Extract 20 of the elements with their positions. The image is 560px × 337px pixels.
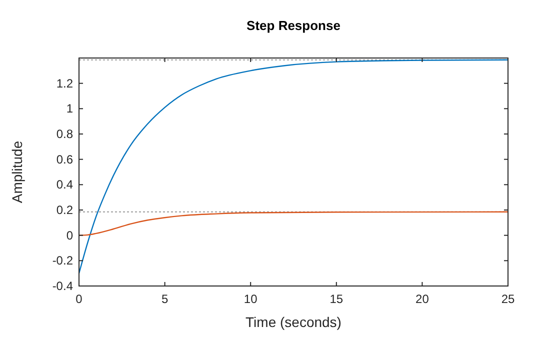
line-series [78,211,509,236]
y-tick-label: 1 [66,102,74,116]
chart-title: Step Response [246,18,340,33]
line-series [78,59,509,274]
y-tick-label: 1.2 [56,76,74,90]
y-tick-label: 0.6 [56,152,74,166]
y-tick-label: -0.4 [52,279,74,293]
x-tick-label: 5 [161,292,168,306]
x-tick-label: 10 [244,292,258,306]
x-tick-label: 0 [76,292,83,306]
y-tick-label: 0.2 [56,203,74,217]
x-tick-label: 20 [416,292,430,306]
y-tick-label: 0.8 [56,127,74,141]
y-tick-label: 0 [66,228,74,242]
x-axis-title: Time (seconds) [246,314,342,330]
x-tick-label: 15 [330,292,344,306]
y-tick-label: -0.2 [52,254,74,268]
x-tick-label: 25 [501,292,515,306]
y-axis-title: Amplitude [9,140,25,204]
y-tick-label: 0.4 [56,178,74,192]
